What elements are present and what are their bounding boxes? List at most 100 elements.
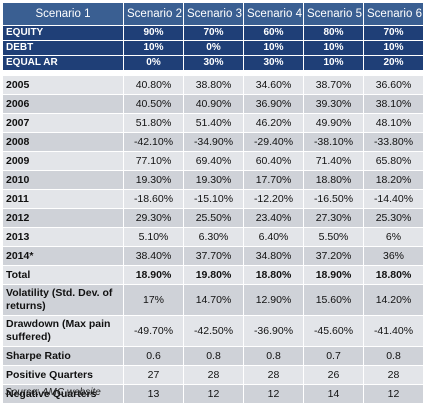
cell-scenario-5: 27.30% xyxy=(303,208,364,228)
cell-scenario-2: -49.70% xyxy=(123,315,184,347)
row-label: 2005 xyxy=(2,75,124,95)
cell-scenario-3: 37.70% xyxy=(183,246,244,266)
row-label: 2008 xyxy=(2,132,124,152)
year-row-2012: 2012 29.30% 25.50% 23.40% 27.30% 25.30% xyxy=(2,208,424,228)
row-label: Volatility (Std. Dev. of returns) xyxy=(2,284,124,316)
cell-scenario-3: 19.80% xyxy=(183,265,244,285)
cell-scenario-4: 12.90% xyxy=(243,284,304,316)
header-scenario-2: Scenario 2 xyxy=(123,2,184,26)
cell-scenario-6: -14.40% xyxy=(363,189,424,209)
cell-scenario-5: 10% xyxy=(303,55,364,71)
cell-scenario-4: 34.60% xyxy=(243,75,304,95)
source-note: Source: AMC website xyxy=(5,387,101,398)
cell-scenario-2: 17% xyxy=(123,284,184,316)
cell-scenario-5: 10% xyxy=(303,40,364,56)
spacer-cell xyxy=(123,70,184,76)
cell-scenario-3: 0.8 xyxy=(183,346,244,366)
cell-scenario-5: 0.7 xyxy=(303,346,364,366)
header-scenario-4: Scenario 4 xyxy=(243,2,304,26)
row-label: Sharpe Ratio xyxy=(2,346,124,366)
header-scenario-5: Scenario 5 xyxy=(303,2,364,26)
cell-scenario-3: -34.90% xyxy=(183,132,244,152)
cell-scenario-2: 5.10% xyxy=(123,227,184,247)
year-row-2010: 2010 19.30% 19.30% 17.70% 18.80% 18.20% xyxy=(2,170,424,190)
cell-scenario-4: -29.40% xyxy=(243,132,304,152)
year-row-2011: 2011 -18.60% -15.10% -12.20% -16.50% -14.40% xyxy=(2,189,424,209)
row-label: 2007 xyxy=(2,113,124,133)
header-scenario-6: Scenario 6 xyxy=(363,2,424,26)
allocation-row-debt: DEBT 10% 0% 10% 10% 10% xyxy=(2,40,424,56)
spacer-cell xyxy=(243,70,304,76)
spacer-cell xyxy=(2,70,124,76)
cell-scenario-3: 28 xyxy=(183,365,244,385)
spacer-cell xyxy=(183,70,244,76)
row-label: Positive Quarters xyxy=(2,365,124,385)
cell-scenario-4: -12.20% xyxy=(243,189,304,209)
row-label: 2006 xyxy=(2,94,124,114)
cell-scenario-6: 28 xyxy=(363,365,424,385)
cell-scenario-5: 14 xyxy=(303,384,364,404)
cell-scenario-5: 39.30% xyxy=(303,94,364,114)
cell-scenario-4: 28 xyxy=(243,365,304,385)
cell-scenario-5: 18.80% xyxy=(303,170,364,190)
cell-scenario-3: 70% xyxy=(183,25,244,41)
cell-scenario-2: 10% xyxy=(123,40,184,56)
cell-scenario-5: 15.60% xyxy=(303,284,364,316)
year-row-2008: 2008 -42.10% -34.90% -29.40% -38.10% -33.80% xyxy=(2,132,424,152)
cell-scenario-6: 6% xyxy=(363,227,424,247)
cell-scenario-5: 38.70% xyxy=(303,75,364,95)
cell-scenario-4: 34.80% xyxy=(243,246,304,266)
year-row-2009: 2009 77.10% 69.40% 60.40% 71.40% 65.80% xyxy=(2,151,424,171)
stat-row-sharpe-ratio: Sharpe Ratio 0.6 0.8 0.8 0.7 0.8 xyxy=(2,346,424,366)
row-label: 2009 xyxy=(2,151,124,171)
cell-scenario-6: -33.80% xyxy=(363,132,424,152)
allocation-row-equity: EQUITY 90% 70% 60% 80% 70% xyxy=(2,25,424,41)
header-scenario-3: Scenario 3 xyxy=(183,2,244,26)
cell-scenario-4: 0.8 xyxy=(243,346,304,366)
row-label: 2011 xyxy=(2,189,124,209)
cell-scenario-3: -42.50% xyxy=(183,315,244,347)
total-row: Total 18.90% 19.80% 18.80% 18.90% 18.80% xyxy=(2,265,424,285)
spacer-cell xyxy=(303,70,364,76)
cell-scenario-6: -41.40% xyxy=(363,315,424,347)
cell-scenario-4: 17.70% xyxy=(243,170,304,190)
row-label: 2014* xyxy=(2,246,124,266)
cell-scenario-4: -36.90% xyxy=(243,315,304,347)
row-label: 2013 xyxy=(2,227,124,247)
cell-scenario-2: 40.80% xyxy=(123,75,184,95)
year-row-2007: 2007 51.80% 51.40% 46.20% 49.90% 48.10% xyxy=(2,113,424,133)
row-label: Negative Quarters xyxy=(2,384,124,404)
cell-scenario-5: 80% xyxy=(303,25,364,41)
cell-scenario-6: 36% xyxy=(363,246,424,266)
cell-scenario-6: 25.30% xyxy=(363,208,424,228)
cell-scenario-3: 12 xyxy=(183,384,244,404)
cell-scenario-3: 6.30% xyxy=(183,227,244,247)
cell-scenario-3: 69.40% xyxy=(183,151,244,171)
cell-scenario-6: 48.10% xyxy=(363,113,424,133)
cell-scenario-5: 26 xyxy=(303,365,364,385)
cell-scenario-4: 46.20% xyxy=(243,113,304,133)
cell-scenario-3: 14.70% xyxy=(183,284,244,316)
cell-scenario-6: 18.80% xyxy=(363,265,424,285)
cell-scenario-2: 40.50% xyxy=(123,94,184,114)
cell-scenario-2: 38.40% xyxy=(123,246,184,266)
year-row-2013: 2013 5.10% 6.30% 6.40% 5.50% 6% xyxy=(2,227,424,247)
stat-row-negative-quarters: Negative Quarters 13 12 12 14 12 xyxy=(2,384,424,404)
cell-scenario-2: 77.10% xyxy=(123,151,184,171)
cell-scenario-6: 20% xyxy=(363,55,424,71)
cell-scenario-6: 14.20% xyxy=(363,284,424,316)
cell-scenario-5: -45.60% xyxy=(303,315,364,347)
cell-scenario-4: 23.40% xyxy=(243,208,304,228)
cell-scenario-3: 25.50% xyxy=(183,208,244,228)
cell-scenario-6: 0.8 xyxy=(363,346,424,366)
cell-scenario-6: 18.20% xyxy=(363,170,424,190)
cell-scenario-6: 70% xyxy=(363,25,424,41)
cell-scenario-2: 19.30% xyxy=(123,170,184,190)
row-label: 2012 xyxy=(2,208,124,228)
cell-scenario-6: 38.10% xyxy=(363,94,424,114)
row-label: Drawdown (Max pain suffered) xyxy=(2,315,124,347)
row-label: EQUITY xyxy=(2,25,124,41)
cell-scenario-4: 60.40% xyxy=(243,151,304,171)
row-label: EQUAL AR xyxy=(2,55,124,71)
